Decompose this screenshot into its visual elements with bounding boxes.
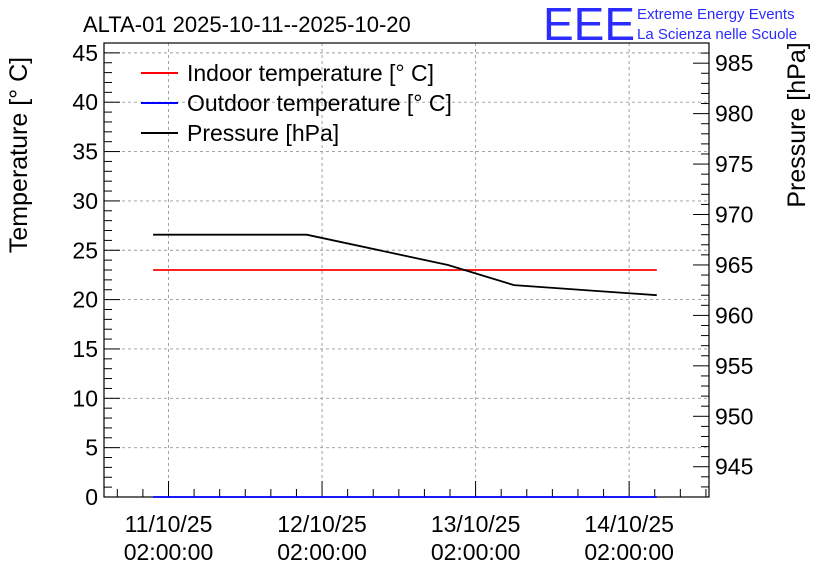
y2-axis-label: Pressure [hPa]: [783, 42, 811, 207]
y-tick-label: 10: [72, 385, 98, 411]
y-tick-label: 20: [72, 287, 98, 313]
x-tick-label-time: 02:00:00: [584, 539, 674, 565]
x-tick-label-date: 13/10/25: [431, 511, 521, 537]
y-tick-label: 30: [72, 188, 98, 214]
legend-label: Pressure [hPa]: [187, 120, 339, 146]
y2-tick-label: 950: [715, 403, 753, 429]
legend-label: Indoor temperature [° C]: [187, 60, 434, 86]
right-axis: 945 950 955 960 965 970 975 980 985: [693, 50, 753, 488]
left-axis: 0 5 10 15 20 25 30 35 40 45: [72, 40, 120, 510]
y-tick-label: 0: [85, 484, 98, 510]
y2-tick-label: 975: [715, 151, 753, 177]
eee-logo: EEE Extreme Energy Events La Scienza nel…: [543, 0, 797, 50]
y-tick-label: 15: [72, 336, 98, 362]
series-layer: [153, 233, 657, 498]
series-line: [153, 233, 657, 297]
y2-tick-label: 985: [715, 50, 753, 76]
x-tick-label-date: 11/10/25: [125, 511, 213, 537]
y2-tick-label: 970: [715, 202, 753, 228]
y2-tick-label: 955: [715, 353, 753, 379]
chart-title: ALTA-01 2025-10-11--2025-10-20: [83, 12, 411, 37]
legend: Indoor temperature [° C] Outdoor temperat…: [141, 60, 452, 146]
x-tick-label-time: 02:00:00: [124, 539, 214, 565]
y2-tick-label: 960: [715, 302, 753, 328]
x-tick-label-date: 12/10/25: [277, 511, 367, 537]
y-axis-label: Temperature [° C]: [5, 57, 33, 253]
y-tick-label: 40: [72, 89, 98, 115]
x-axis: 11/10/2502:00:0012/10/2502:00:0013/10/25…: [116, 481, 707, 565]
eee-logo-mark: EEE: [543, 0, 635, 50]
y-tick-label: 25: [72, 237, 98, 263]
y2-tick-label: 965: [715, 252, 753, 278]
y2-tick-label: 980: [715, 101, 753, 127]
x-tick-label-time: 02:00:00: [277, 539, 367, 565]
y-tick-label: 5: [85, 435, 98, 461]
grid: [104, 43, 709, 497]
logo-line-2: La Scienza nelle Scuole: [637, 26, 797, 43]
legend-label: Outdoor temperature [° C]: [187, 90, 452, 116]
x-tick-label-time: 02:00:00: [431, 539, 521, 565]
x-tick-label-date: 14/10/25: [584, 511, 674, 537]
y-tick-label: 35: [72, 139, 98, 165]
y-tick-label: 45: [72, 40, 98, 66]
logo-line-1: Extreme Energy Events: [637, 6, 795, 23]
y2-tick-label: 945: [715, 454, 753, 480]
